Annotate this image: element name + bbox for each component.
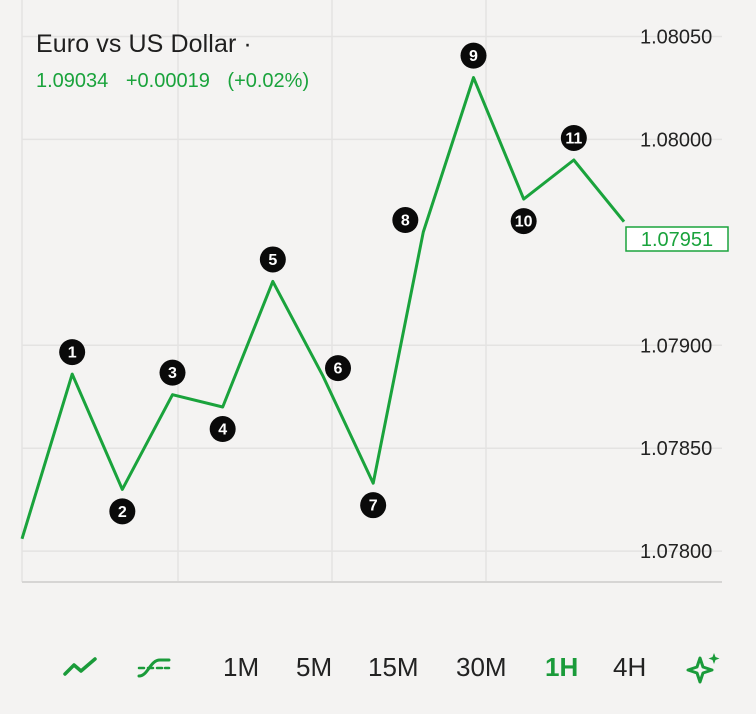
marker-label: 6 xyxy=(334,361,343,378)
marker-badge[interactable] xyxy=(325,355,351,382)
series-line xyxy=(20,76,626,540)
markers: 1 2 3 4 5 6 7 8 9 10 11 xyxy=(59,42,587,525)
marker-label: 11 xyxy=(565,130,582,147)
marker-badge[interactable] xyxy=(510,208,537,235)
timeframe-toolbar: 1M 5M 15M 30M 1H 4H xyxy=(0,640,756,696)
y-axis-ticks: 1.08050 1.08000 1.07900 1.07850 1.07800 xyxy=(640,26,712,563)
price-change: +0.00019 xyxy=(125,70,210,92)
sparkle-icon[interactable] xyxy=(684,650,724,691)
current-price-label: 1.07951 xyxy=(641,229,713,251)
timeframe-1m[interactable]: 1M xyxy=(223,652,260,682)
marker-label: 9 xyxy=(469,48,478,65)
marker-badge[interactable] xyxy=(59,339,86,366)
current-price: 1.09034 xyxy=(36,70,109,92)
marker-label: 10 xyxy=(515,214,533,231)
marker-label: 3 xyxy=(168,365,177,382)
marker-badge[interactable] xyxy=(560,124,587,151)
timeframe-4h[interactable]: 4H xyxy=(613,652,647,682)
y-tick-label: 1.07850 xyxy=(640,438,712,460)
line-chart-icon[interactable] xyxy=(62,652,98,689)
price-chart[interactable]: 1.08050 1.08000 1.07900 1.07850 1.07800 1 2 3 4… xyxy=(0,0,756,620)
current-price-tag: 1.07951 xyxy=(625,226,729,252)
y-tick-label: 1.07900 xyxy=(640,335,712,357)
marker-badge[interactable] xyxy=(109,498,136,525)
marker-label: 8 xyxy=(401,213,410,230)
y-tick-label: 1.07800 xyxy=(640,541,712,563)
marker-label: 1 xyxy=(68,345,77,362)
marker-label: 4 xyxy=(218,422,227,439)
grid xyxy=(21,0,722,583)
indicator-icon[interactable] xyxy=(136,652,172,689)
marker-badge[interactable] xyxy=(209,416,236,443)
marker-badge[interactable] xyxy=(460,42,487,69)
y-tick-label: 1.08000 xyxy=(640,129,712,151)
timeframe-1h[interactable]: 1H xyxy=(545,652,579,682)
price-line xyxy=(20,76,626,540)
marker-badge[interactable] xyxy=(360,492,387,519)
current-price-box xyxy=(625,226,729,252)
timeframe-5m[interactable]: 5M xyxy=(296,652,333,682)
marker-label: 7 xyxy=(369,498,378,515)
marker-badge[interactable] xyxy=(392,207,419,234)
marker-label: 5 xyxy=(268,252,277,269)
marker-badge[interactable] xyxy=(159,359,186,386)
quote-line: 1.09034 +0.00019 (+0.02%) xyxy=(36,70,321,93)
marker-label: 2 xyxy=(118,504,127,521)
marker-badge[interactable] xyxy=(259,246,286,273)
price-change-percent: (+0.02%) xyxy=(227,70,310,92)
y-tick-label: 1.08050 xyxy=(640,26,712,48)
page-title: Euro vs US Dollar · xyxy=(36,30,252,58)
timeframe-15m[interactable]: 15M xyxy=(368,652,419,682)
timeframe-30m[interactable]: 30M xyxy=(456,652,507,682)
